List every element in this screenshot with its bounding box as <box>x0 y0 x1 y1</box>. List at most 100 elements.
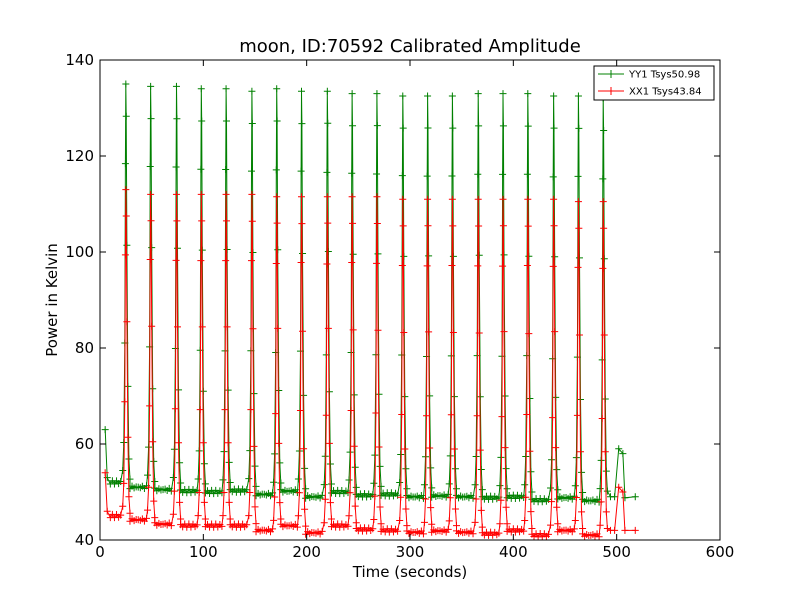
data-point-yy1 <box>370 479 378 487</box>
data-point-xx1 <box>503 520 511 528</box>
data-point-yy1 <box>423 172 431 180</box>
data-point-yy1 <box>318 491 326 499</box>
data-point-yy1 <box>596 485 604 493</box>
data-point-xx1 <box>496 520 504 528</box>
data-point-yy1 <box>273 117 281 125</box>
data-point-xx1 <box>172 256 180 264</box>
data-point-yy1 <box>219 476 227 484</box>
data-point-xx1 <box>197 190 205 198</box>
data-point-xx1 <box>611 526 619 534</box>
data-point-xx1 <box>476 446 484 454</box>
data-point-yy1 <box>169 474 177 482</box>
data-point-xx1 <box>501 444 509 452</box>
data-point-yy1 <box>451 465 459 473</box>
data-point-xx1 <box>298 220 306 228</box>
data-point-xx1 <box>550 222 558 230</box>
data-point-xx1 <box>376 503 384 511</box>
data-point-xx1 <box>475 329 483 337</box>
data-point-yy1 <box>277 479 285 487</box>
data-point-yy1 <box>222 165 230 173</box>
data-point-yy1 <box>615 445 623 453</box>
data-point-xx1 <box>523 410 531 418</box>
data-point-yy1 <box>469 494 477 502</box>
data-point-xx1 <box>125 493 133 501</box>
data-point-yy1 <box>376 462 384 470</box>
data-point-xx1 <box>272 260 280 268</box>
data-point-xx1 <box>524 195 532 203</box>
data-point-yy1 <box>524 90 532 98</box>
data-point-yy1 <box>201 480 209 488</box>
data-point-yy1 <box>172 82 180 90</box>
data-point-xx1 <box>474 195 482 203</box>
data-point-xx1 <box>146 402 154 410</box>
data-point-xx1 <box>499 262 507 270</box>
data-point-yy1 <box>619 450 627 458</box>
data-point-yy1 <box>373 122 381 130</box>
data-point-xx1 <box>477 506 485 514</box>
data-point-xx1 <box>522 493 530 501</box>
data-point-xx1 <box>600 224 608 232</box>
data-point-xx1 <box>143 514 150 522</box>
data-point-xx1 <box>445 517 453 525</box>
data-point-yy1 <box>550 124 558 132</box>
data-point-yy1 <box>248 87 256 95</box>
data-point-xx1 <box>273 193 281 201</box>
data-point-xx1 <box>615 483 623 491</box>
data-point-xx1 <box>475 222 483 230</box>
data-point-yy1 <box>121 160 129 168</box>
data-point-yy1 <box>574 92 582 100</box>
data-point-xx1 <box>525 330 533 338</box>
data-point-xx1 <box>548 498 556 506</box>
data-point-xx1 <box>145 483 153 491</box>
data-point-xx1 <box>601 448 609 456</box>
y-tick-label: 140 <box>65 51 94 69</box>
data-point-yy1 <box>324 119 332 127</box>
data-point-xx1 <box>552 444 560 452</box>
data-point-xx1 <box>554 520 562 528</box>
data-point-xx1 <box>274 324 282 332</box>
data-point-yy1 <box>298 120 306 128</box>
data-point-yy1 <box>396 478 404 486</box>
data-point-xx1 <box>402 505 410 513</box>
data-point-yy1 <box>398 172 406 180</box>
data-point-yy1 <box>403 485 411 493</box>
data-point-xx1 <box>243 521 251 529</box>
data-point-xx1 <box>398 261 406 269</box>
data-point-yy1 <box>298 87 305 95</box>
data-point-xx1 <box>446 494 454 502</box>
data-point-xx1 <box>222 190 230 198</box>
data-point-yy1 <box>575 124 583 132</box>
data-point-xx1 <box>345 512 353 520</box>
data-point-xx1 <box>248 190 256 198</box>
data-point-xx1 <box>370 515 378 523</box>
data-point-xx1 <box>595 533 603 541</box>
data-point-xx1 <box>147 217 155 225</box>
data-point-yy1 <box>197 85 205 93</box>
data-point-yy1 <box>122 80 130 88</box>
data-point-xx1 <box>377 520 385 528</box>
data-point-xx1 <box>500 328 508 336</box>
data-point-xx1 <box>250 442 258 450</box>
data-point-yy1 <box>475 122 483 130</box>
data-point-xx1 <box>326 499 334 507</box>
data-point-xx1 <box>167 522 175 530</box>
data-point-xx1 <box>299 327 307 335</box>
x-tick-label: 400 <box>499 543 528 561</box>
data-point-xx1 <box>176 498 184 506</box>
data-point-xx1 <box>294 512 302 520</box>
data-point-xx1 <box>499 195 507 203</box>
data-point-yy1 <box>302 485 310 493</box>
data-point-xx1 <box>121 251 129 259</box>
data-point-xx1 <box>346 489 354 497</box>
data-point-xx1 <box>596 521 604 529</box>
data-point-yy1 <box>499 90 507 98</box>
data-point-xx1 <box>350 442 358 450</box>
data-point-xx1 <box>248 217 256 225</box>
data-point-yy1 <box>270 478 278 486</box>
data-point-xx1 <box>224 439 232 447</box>
data-point-xx1 <box>295 489 303 497</box>
data-point-xx1 <box>374 326 382 334</box>
data-point-yy1 <box>348 90 356 98</box>
data-point-xx1 <box>219 512 227 520</box>
data-point-yy1 <box>574 172 582 180</box>
